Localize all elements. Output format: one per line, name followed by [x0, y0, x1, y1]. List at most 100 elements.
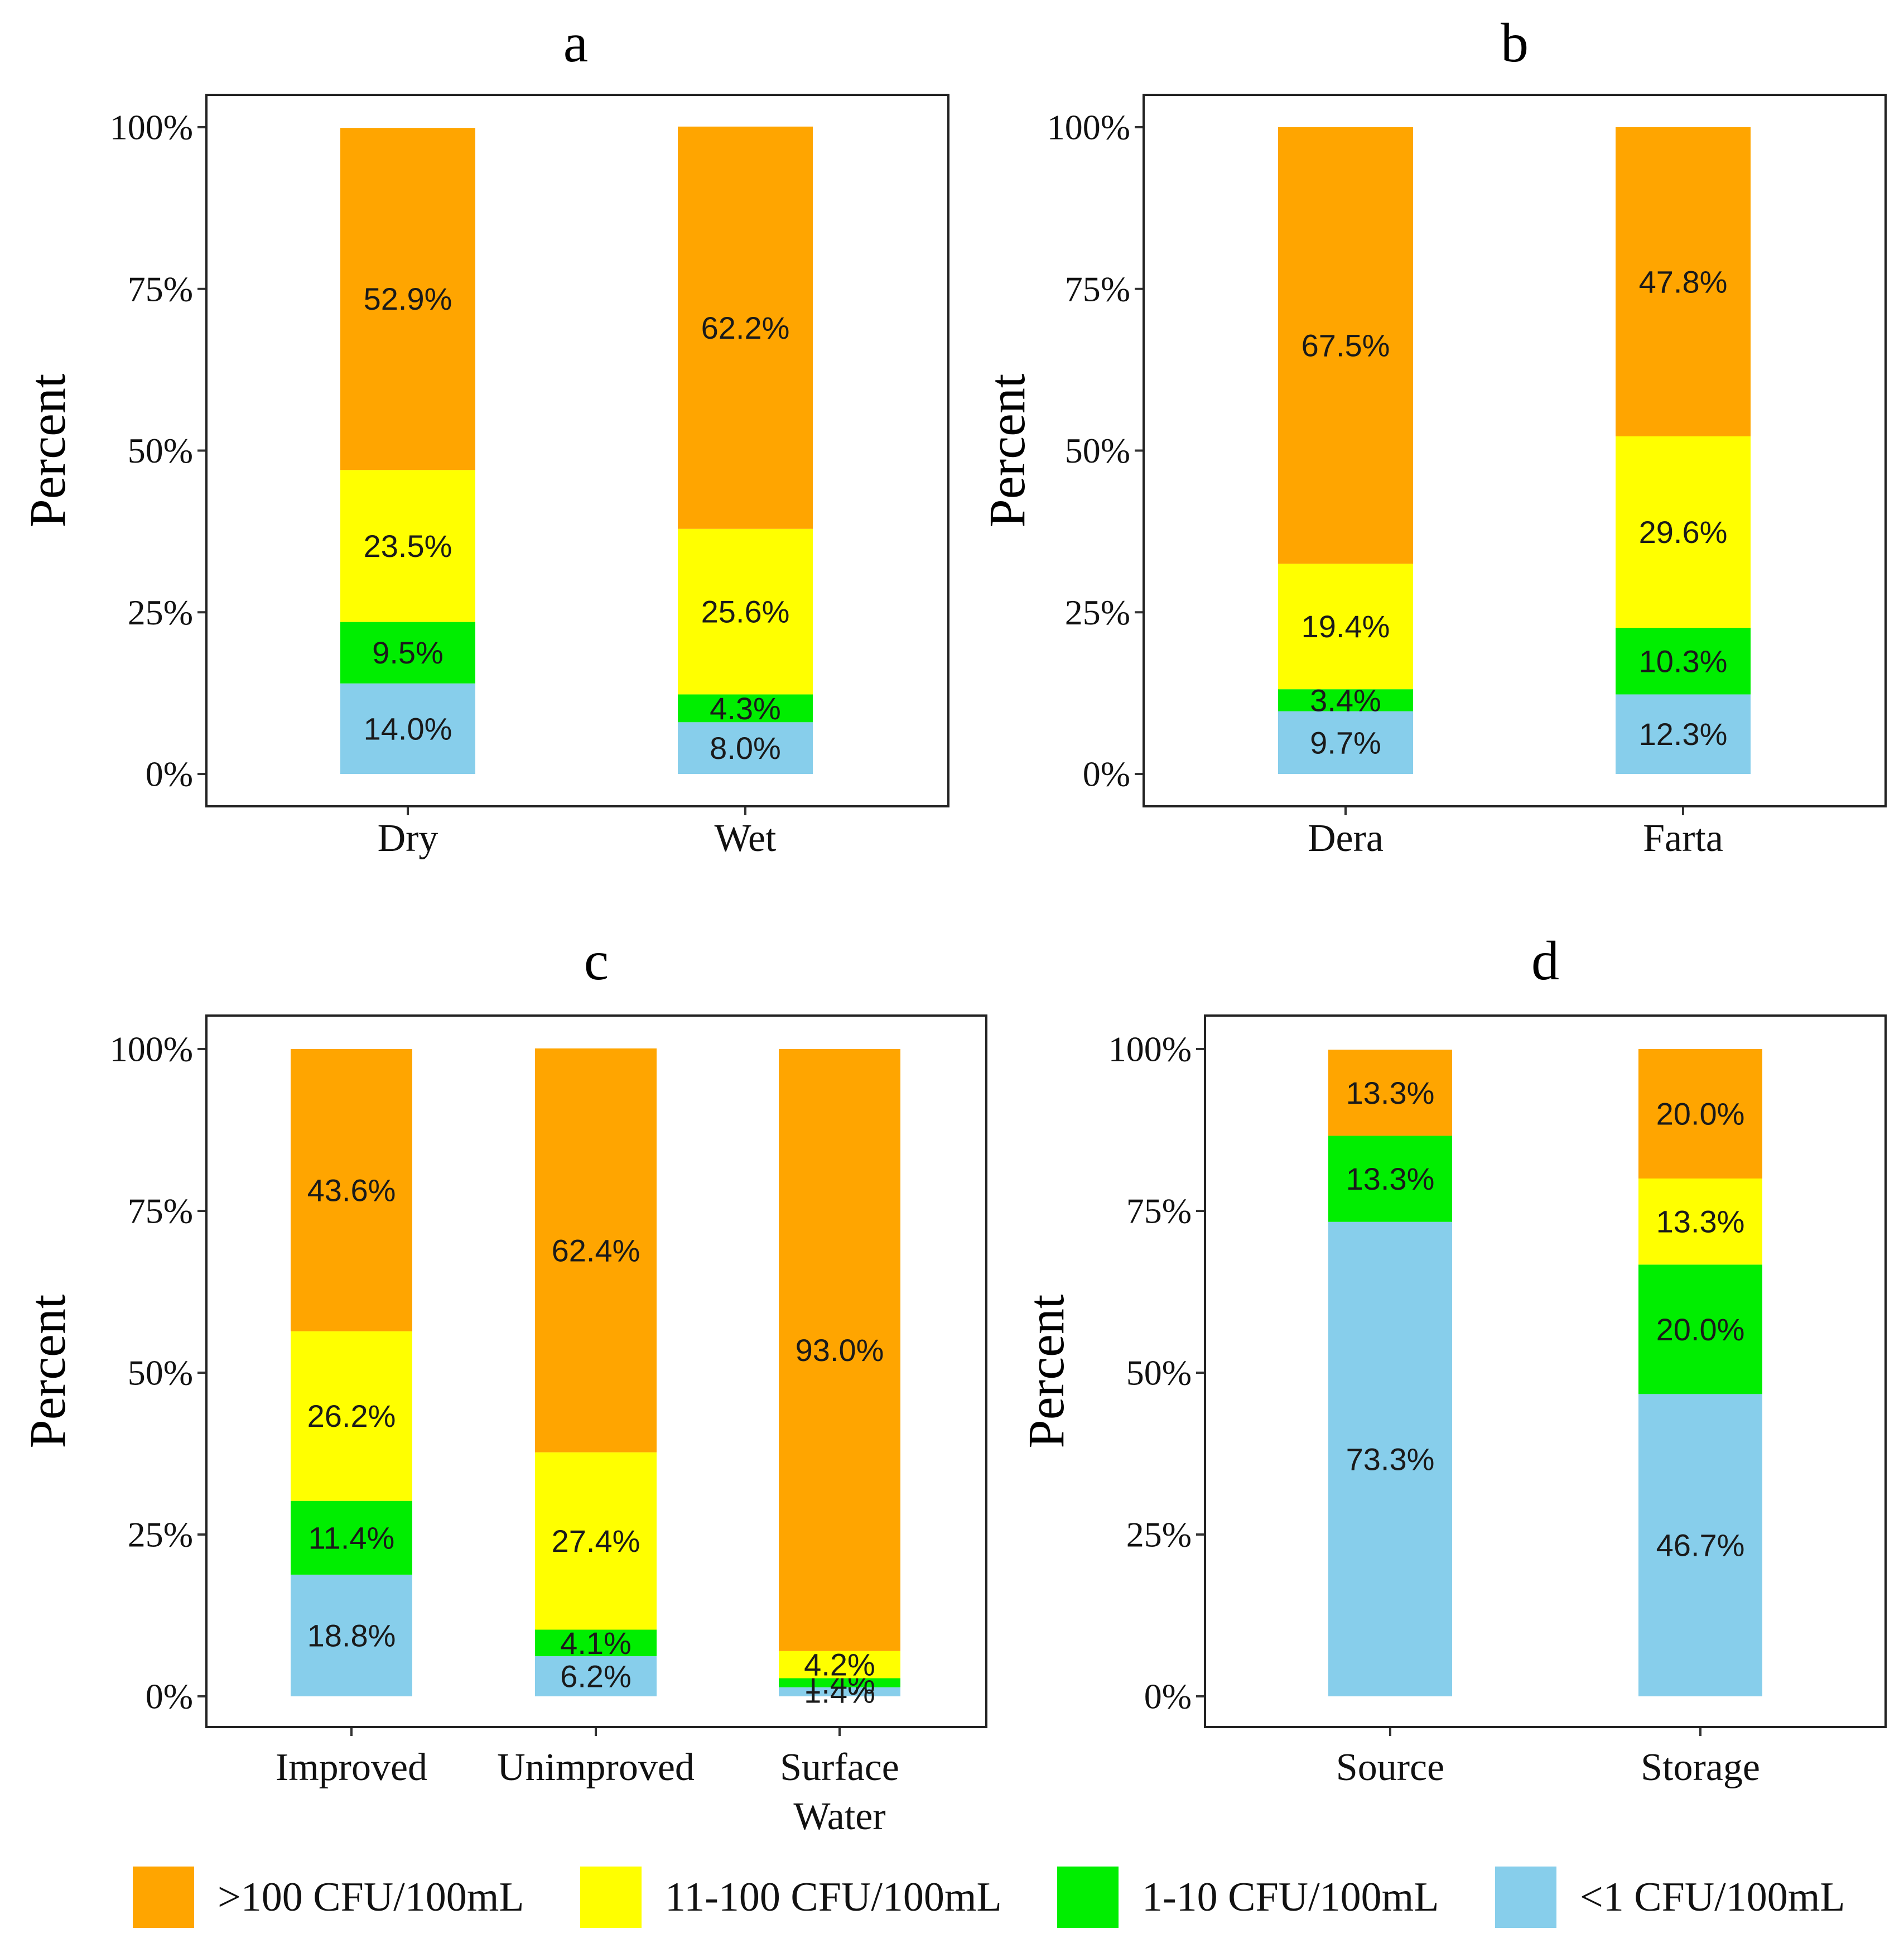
- bar-segment-lt1: [291, 1574, 412, 1696]
- bar-segment-r11_100: [535, 1452, 657, 1630]
- bar-segment-r11_100: [1616, 436, 1751, 628]
- y-axis-title: Percent: [978, 373, 1035, 527]
- data-label: 47.8%: [1639, 264, 1728, 300]
- bar-segment-r11_100: [678, 528, 813, 695]
- data-label: 62.4%: [552, 1233, 640, 1268]
- bar-segment-lt1: [1638, 1394, 1762, 1696]
- bar-segment-r1_10: [1616, 628, 1751, 695]
- data-label: 11.4%: [309, 1520, 395, 1555]
- legend-label: 11-100 CFU/100mL: [665, 1874, 1002, 1920]
- data-label: 46.7%: [1656, 1528, 1745, 1563]
- bar-segment-gt100: [779, 1049, 900, 1651]
- bar-segment-r11_100: [1278, 564, 1413, 690]
- data-label: 67.5%: [1302, 328, 1390, 363]
- bar-segment-lt1: [340, 683, 475, 774]
- x-tick-label: Storage: [1641, 1746, 1760, 1789]
- panel-title: b: [1501, 12, 1529, 74]
- bar-segment-lt1: [1278, 711, 1413, 774]
- bar-segment-lt1: [535, 1656, 657, 1696]
- x-tick-label: Farta: [1643, 817, 1723, 860]
- data-label: 19.4%: [1302, 609, 1390, 644]
- y-axis-title: Percent: [19, 373, 76, 527]
- y-tick-label: 0%: [1083, 754, 1130, 794]
- y-tick-label: 75%: [1126, 1191, 1192, 1231]
- panel-title: a: [563, 12, 588, 74]
- y-tick-label: 50%: [1126, 1353, 1192, 1393]
- bar-segment-gt100: [1638, 1049, 1762, 1179]
- data-label: 20.0%: [1656, 1096, 1745, 1132]
- legend-swatch-gt100: [133, 1867, 194, 1928]
- panel-title: d: [1531, 930, 1559, 992]
- y-axis-title: Percent: [19, 1294, 76, 1448]
- y-tick-label: 25%: [1126, 1515, 1192, 1555]
- legend: >100 CFU/100mL 11-100 CFU/100mL 1-10 CFU/1…: [133, 1867, 1845, 1928]
- data-label: 26.2%: [307, 1398, 396, 1434]
- data-label: 23.5%: [364, 528, 452, 564]
- y-tick-label: 50%: [1065, 431, 1130, 470]
- legend-label: <1 CFU/100mL: [1580, 1874, 1845, 1920]
- x-tick-label: Source: [1336, 1746, 1444, 1789]
- legend-swatch-lt1: [1495, 1867, 1556, 1928]
- bar-segment-gt100: [1278, 127, 1413, 564]
- bar-segment-gt100: [340, 128, 475, 470]
- data-label: 29.6%: [1639, 514, 1728, 550]
- plot-frame: [1143, 94, 1887, 807]
- y-tick-label: 75%: [128, 1191, 193, 1231]
- data-label: 73.3%: [1346, 1441, 1435, 1476]
- y-tick-label: 25%: [128, 593, 193, 632]
- x-tick-label: Wet: [715, 817, 777, 860]
- y-tick-label: 0%: [146, 754, 193, 794]
- y-tick-label: 50%: [128, 431, 193, 470]
- data-label: 4.1%: [560, 1625, 632, 1661]
- bar-segment-lt1: [678, 722, 813, 774]
- bar-segment-r1_10: [1278, 689, 1413, 711]
- y-tick-label: 75%: [1065, 269, 1130, 309]
- bar-segment-r1_10: [1638, 1264, 1762, 1394]
- data-label: 9.7%: [1310, 725, 1381, 760]
- panel-a: a Percent 0% 25% 50% 75% 100% 14.0% 9.5% 23.5% 52.…: [19, 12, 949, 860]
- data-label: 18.8%: [307, 1618, 396, 1653]
- y-tick-label: 100%: [110, 1030, 193, 1069]
- x-tick-label: Dry: [378, 817, 438, 860]
- y-tick-label: 25%: [128, 1515, 193, 1555]
- x-tick-label: Surface: [780, 1746, 899, 1789]
- bar-segment-gt100: [1328, 1050, 1452, 1136]
- panel-c: c Percent 0% 25% 50% 75% 100% 18.8% 11.4% 26.2% 43…: [19, 930, 987, 1838]
- data-label: 12.3%: [1639, 716, 1728, 752]
- data-label: 27.4%: [552, 1523, 640, 1559]
- y-tick-label: 75%: [128, 269, 193, 309]
- data-label: 93.0%: [796, 1333, 884, 1368]
- y-tick-label: 100%: [1047, 108, 1130, 147]
- bar-segment-r1_10: [1328, 1136, 1452, 1222]
- bar-segment-lt1: [1616, 694, 1751, 774]
- x-tick-label: Dera: [1308, 817, 1384, 860]
- bar-segment-r11_100: [291, 1331, 412, 1501]
- y-tick-label: 100%: [110, 108, 193, 147]
- bar-segment-gt100: [678, 126, 813, 529]
- data-label: 14.0%: [364, 711, 452, 746]
- plot-frame: [1204, 1014, 1887, 1728]
- bar-segment-r1_10: [535, 1629, 657, 1657]
- panel-b: bPercent0%25%50%75%100%9.7%3.4%19.4%67.5…: [978, 12, 1887, 860]
- legend-swatch-r11_100: [580, 1867, 642, 1928]
- bar-segment-r11_100: [1638, 1179, 1762, 1265]
- data-label: 4.3%: [710, 691, 781, 726]
- panel-d: d Percent 0% 25% 50% 75% 100% 73.3% 13.3% 13.3% So…: [1018, 930, 1887, 1789]
- y-tick-label: 25%: [1065, 593, 1130, 632]
- data-label: 20.0%: [1656, 1312, 1745, 1347]
- data-label: 62.2%: [701, 310, 790, 345]
- x-tick-label: Unimproved: [497, 1746, 695, 1789]
- data-label: 13.3%: [1346, 1161, 1435, 1196]
- y-tick-label: 0%: [1144, 1677, 1192, 1716]
- x-tick-label: Improved: [276, 1746, 427, 1789]
- data-label: 43.6%: [307, 1172, 396, 1208]
- y-axis-title: Percent: [1018, 1294, 1074, 1448]
- data-label: 6.2%: [560, 1659, 632, 1694]
- y-tick-label: 0%: [146, 1677, 193, 1716]
- bar-segment-gt100: [535, 1048, 657, 1452]
- data-label: 9.5%: [372, 635, 444, 670]
- data-label: 52.9%: [364, 281, 452, 316]
- bar-segment-lt1: [779, 1687, 900, 1696]
- legend-label: >100 CFU/100mL: [218, 1874, 524, 1920]
